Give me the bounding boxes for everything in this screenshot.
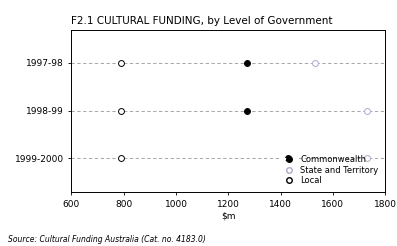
Legend: Commonwealth, State and Territory, Local: Commonwealth, State and Territory, Local: [279, 152, 381, 188]
X-axis label: $m: $m: [221, 211, 235, 220]
Point: [118, 61, 124, 65]
Point: [285, 156, 291, 160]
Point: [364, 109, 370, 113]
Text: Source: Cultural Funding Australia (Cat. no. 4183.0): Source: Cultural Funding Australia (Cat.…: [8, 234, 206, 244]
Text: F2.1 CULTURAL FUNDING, by Level of Government: F2.1 CULTURAL FUNDING, by Level of Gover…: [71, 16, 333, 26]
Point: [118, 109, 124, 113]
Point: [243, 61, 250, 65]
Point: [311, 61, 318, 65]
Point: [118, 156, 124, 160]
Point: [243, 109, 250, 113]
Point: [364, 156, 370, 160]
